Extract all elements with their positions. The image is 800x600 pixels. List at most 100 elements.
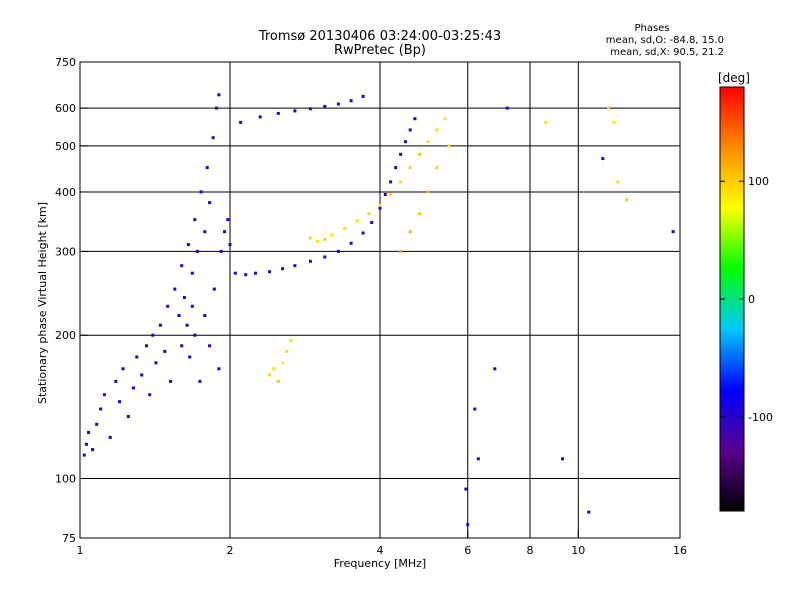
stats-line-x: mean, sd,X: 90.5, 21.2: [610, 47, 724, 58]
data-point: [244, 273, 248, 277]
data-point: [84, 442, 88, 446]
data-point: [473, 407, 477, 411]
chart-subtitle: RwPretec (Bp): [334, 43, 426, 58]
data-point: [268, 373, 271, 377]
data-point: [443, 117, 447, 121]
grid-lines: [80, 62, 680, 538]
data-point: [361, 231, 365, 235]
data-point: [612, 120, 616, 124]
data-point: [408, 230, 412, 234]
data-point: [217, 93, 221, 97]
data-point: [163, 349, 167, 353]
data-point: [185, 323, 189, 327]
data-point: [219, 249, 223, 253]
data-point: [426, 190, 430, 194]
chart-title: Tromsø 20130406 03:24:00-03:25:43: [258, 29, 501, 44]
data-point: [308, 259, 312, 263]
colorbar-ticks: -100 0 100: [720, 175, 773, 424]
data-point: [308, 107, 312, 111]
data-point: [208, 344, 212, 348]
stats-line-o: mean, sd,O: -84.8, 15.0: [606, 35, 724, 46]
data-point: [268, 270, 271, 274]
data-point: [180, 344, 184, 348]
data-point: [408, 128, 412, 132]
data-point: [193, 218, 197, 222]
data-point: [316, 239, 320, 243]
data-point: [413, 117, 417, 121]
data-point: [378, 203, 382, 207]
data-point: [383, 193, 387, 196]
data-point: [166, 304, 170, 308]
data-point: [95, 422, 99, 426]
axis-ticks: 1 2 4 6 8 10 16 75 100 200 300 400 500 600 750: [55, 56, 687, 557]
data-point: [587, 510, 591, 514]
y-tick-label: 750: [55, 56, 76, 69]
data-point: [435, 166, 439, 170]
data-point: [601, 157, 605, 161]
data-point: [276, 379, 280, 383]
data-point: [394, 166, 398, 170]
data-point: [285, 349, 289, 353]
data-point: [418, 152, 421, 156]
data-point: [151, 333, 155, 337]
data-point: [91, 448, 95, 452]
data-point: [131, 386, 135, 390]
data-point: [476, 457, 480, 461]
data-point: [293, 264, 297, 268]
data-point: [126, 415, 130, 418]
data-point: [203, 230, 207, 234]
x-tick-label: 6: [464, 544, 471, 557]
data-point: [215, 106, 219, 110]
data-point: [671, 230, 675, 234]
data-point: [505, 106, 509, 110]
data-point: [418, 212, 421, 216]
x-tick-label: 1: [77, 544, 84, 557]
data-point: [87, 430, 90, 434]
data-point: [186, 243, 190, 247]
data-point: [82, 453, 86, 457]
data-point: [193, 333, 197, 337]
y-tick-label: 600: [55, 102, 76, 115]
colorbar-tick-label: 0: [748, 293, 755, 306]
data-point: [323, 104, 327, 108]
data-point: [198, 379, 202, 383]
y-tick-label: 200: [55, 329, 76, 342]
data-point: [188, 355, 192, 359]
data-point: [355, 219, 359, 223]
stats-heading: Phases: [634, 23, 669, 34]
data-point: [217, 367, 221, 371]
data-point: [254, 271, 257, 275]
data-point: [293, 109, 297, 113]
data-point: [378, 206, 382, 210]
data-point: [118, 400, 121, 404]
x-tick-label: 2: [227, 544, 234, 557]
data-point: [625, 198, 629, 202]
data-point: [258, 115, 262, 119]
y-tick-label: 100: [55, 473, 76, 486]
data-point: [466, 523, 470, 527]
data-point: [399, 249, 403, 253]
data-point: [169, 379, 173, 383]
data-point: [399, 152, 403, 156]
data-points: [82, 93, 675, 527]
x-tick-label: 16: [673, 544, 687, 557]
data-point: [616, 180, 620, 184]
data-point: [99, 407, 103, 411]
data-point: [140, 373, 144, 377]
data-point: [447, 144, 451, 148]
data-point: [336, 102, 340, 106]
x-axis-label: Frequency [MHz]: [334, 557, 426, 570]
data-point: [114, 379, 118, 383]
data-point: [145, 344, 148, 348]
y-axis-label: Stationary phase Virtual Height [km]: [36, 202, 49, 404]
data-point: [233, 271, 237, 275]
y-tick-label: 300: [55, 245, 76, 258]
data-point: [408, 166, 412, 170]
data-point: [349, 99, 353, 103]
data-point: [464, 487, 468, 491]
data-point: [228, 243, 232, 247]
data-point: [389, 193, 393, 196]
data-point: [281, 267, 285, 271]
data-point: [190, 271, 194, 275]
